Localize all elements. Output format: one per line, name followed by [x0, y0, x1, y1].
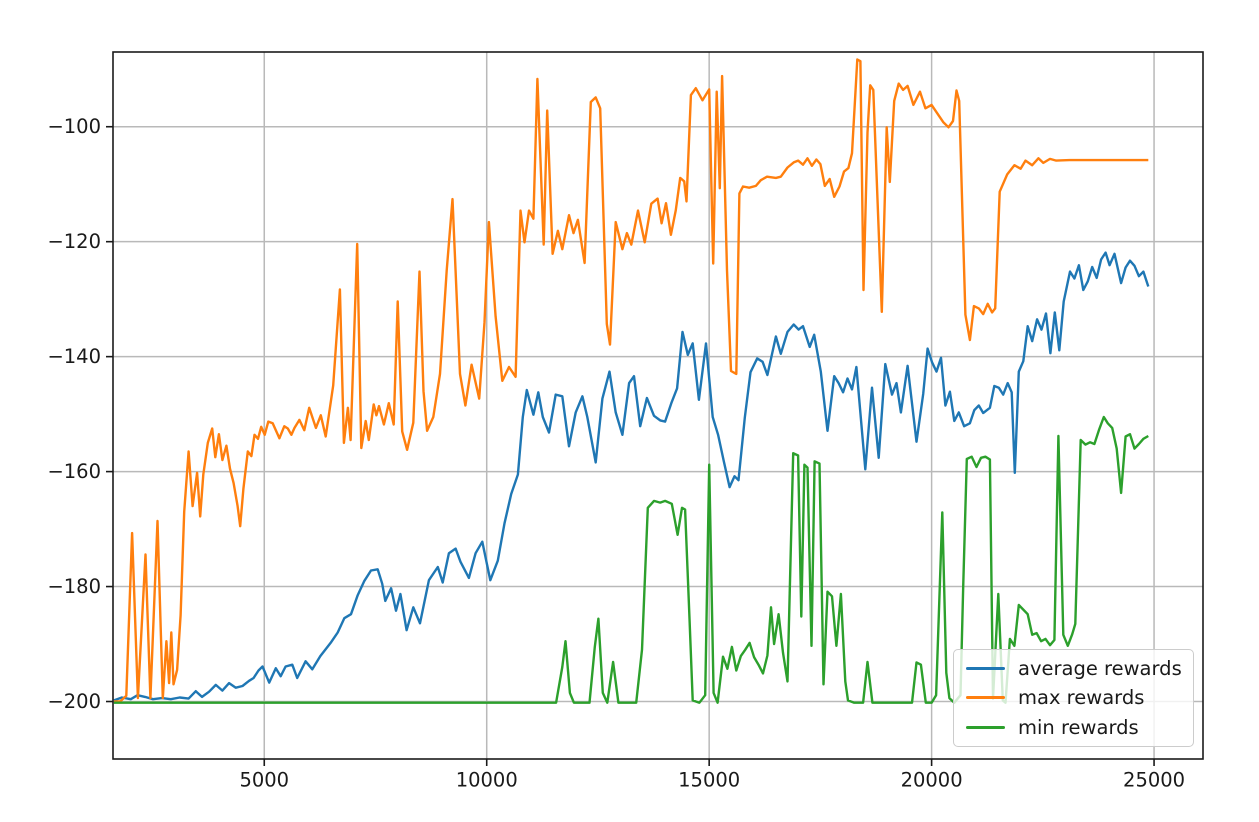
x-tick-label-25000: 25000: [1123, 768, 1185, 791]
x-tick-label-5000: 5000: [239, 768, 289, 791]
series-line-min-rewards: [113, 415, 1149, 704]
series-line-average-rewards: [113, 251, 1150, 702]
y-tick-label-−200: −200: [47, 690, 101, 713]
legend-item-max-rewards: max rewards: [966, 683, 1183, 712]
legend-swatch-average-rewards: [966, 667, 1005, 671]
legend-label: max rewards: [1018, 686, 1145, 710]
x-tick-label-20000: 20000: [901, 768, 963, 791]
y-tick-label-−140: −140: [47, 345, 101, 368]
axes-frame: [112, 51, 1204, 760]
legend: average rewards max rewards min rewards: [953, 649, 1194, 747]
y-tick-label-−160: −160: [47, 460, 101, 483]
legend-item-min-rewards: min rewards: [966, 713, 1183, 742]
legend-swatch-max-rewards: [966, 696, 1005, 700]
y-tick-label-−180: −180: [47, 575, 101, 598]
legend-item-average-rewards: average rewards: [966, 654, 1183, 683]
y-tick-label-−120: −120: [47, 230, 101, 253]
x-tick-label-10000: 10000: [456, 768, 518, 791]
y-tick-label-−100: −100: [47, 115, 101, 138]
legend-label: min rewards: [1018, 715, 1139, 739]
series-line-max-rewards: [113, 58, 1149, 703]
legend-label: average rewards: [1018, 657, 1182, 681]
legend-swatch-min-rewards: [966, 725, 1005, 729]
x-tick-label-15000: 15000: [678, 768, 740, 791]
